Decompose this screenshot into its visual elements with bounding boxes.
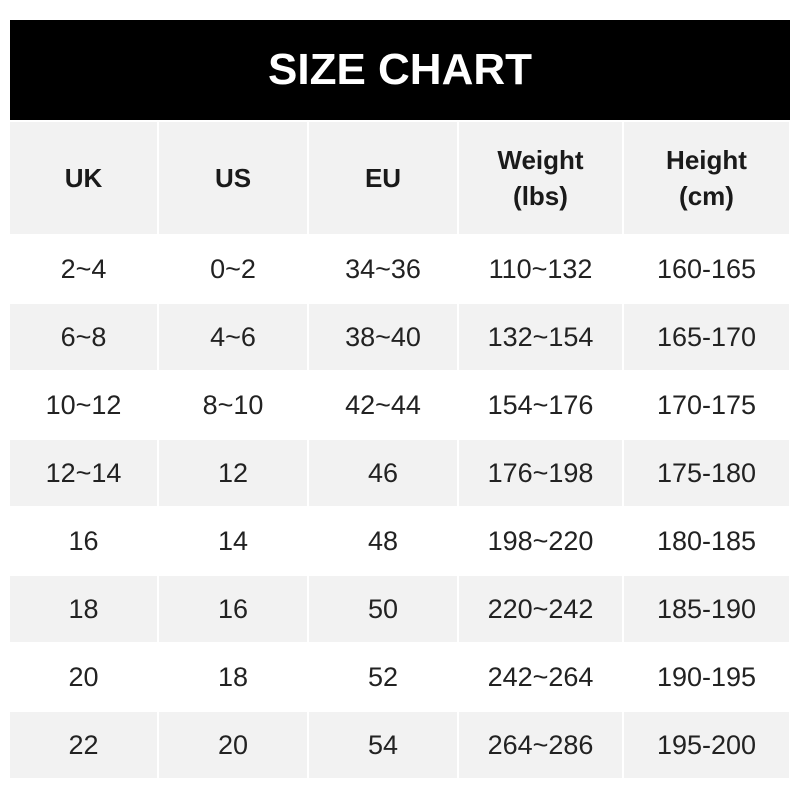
table-cell: 50	[309, 576, 457, 642]
table-cell: 16	[159, 576, 307, 642]
table-cell: 16	[68, 525, 99, 556]
table-cell: 264~286	[459, 712, 622, 778]
column-header: Height (cm)	[624, 122, 789, 234]
table-cell: 185-190	[624, 576, 789, 642]
table-cell: 190-195	[656, 661, 757, 692]
table-cell: 12~14	[10, 440, 157, 506]
table-cell: 195-200	[624, 712, 789, 778]
table-cell: 38~40	[309, 304, 457, 370]
table-cell: 34~36	[345, 253, 421, 284]
column-header: US	[159, 122, 307, 234]
table-cell: 12	[159, 440, 307, 506]
table-cell: 46	[309, 440, 457, 506]
table-cell: 175-180	[624, 440, 789, 506]
table-cell: 220~242	[459, 576, 622, 642]
table-cell: 154~176	[487, 389, 594, 420]
table-cell: 54	[309, 712, 457, 778]
table-cell: 132~154	[459, 304, 622, 370]
table-cell: 20	[159, 712, 307, 778]
table-cell: 10~12	[45, 389, 122, 420]
table-cell: 160-165	[656, 253, 757, 284]
table-cell: 18	[217, 661, 249, 692]
table-cell: 8~10	[202, 389, 264, 420]
table-cell: 52	[367, 661, 399, 692]
table-cell: 48	[367, 525, 399, 556]
table-cell: 242~264	[487, 661, 594, 692]
size-chart-table: UK US EU Weight (lbs) Height (cm) 2~4 0~2 34~36…	[10, 122, 790, 778]
size-chart-title: SIZE CHART	[10, 20, 790, 120]
table-cell: 2~4	[60, 253, 107, 284]
column-header: EU	[309, 122, 457, 234]
table-cell: 4~6	[159, 304, 307, 370]
table-cell: 6~8	[10, 304, 157, 370]
table-cell: 20	[68, 661, 99, 692]
table-cell: 42~44	[345, 389, 421, 420]
table-cell: 170-175	[656, 389, 757, 420]
table-cell: 110~132	[488, 253, 593, 284]
table-cell: 198~220	[487, 525, 594, 556]
column-header: UK	[10, 122, 157, 234]
table-cell: 0~2	[210, 253, 256, 284]
table-cell: 180-185	[656, 525, 757, 556]
table-cell: 165-170	[624, 304, 789, 370]
table-cell: 14	[217, 525, 249, 556]
table-cell: 22	[10, 712, 157, 778]
column-header: Weight (lbs)	[459, 122, 622, 234]
table-cell: 176~198	[459, 440, 622, 506]
table-cell: 18	[10, 576, 157, 642]
